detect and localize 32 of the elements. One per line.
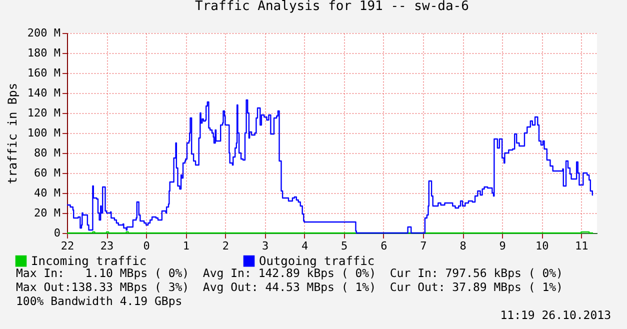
x-tick-label: 7 — [420, 240, 427, 252]
y-tick-label: 40 M — [34, 186, 61, 200]
y-tick-label: 100 M — [27, 126, 61, 140]
y-tick-label: 60 M — [34, 166, 61, 180]
x-tick-label: 5 — [341, 240, 348, 252]
x-tick-label: 4 — [302, 240, 308, 252]
text: 100% Bandwidth 4.19 GBps — [16, 294, 182, 308]
text: 11:19 26.10.2013 — [500, 308, 611, 322]
legend-label: Outgoing traffic — [259, 254, 375, 268]
x-tick-label: 9 — [499, 240, 506, 252]
x-tick-label: 23 — [100, 240, 114, 252]
x-tick-label: 11 — [575, 240, 588, 252]
x-tick-label: 3 — [262, 240, 269, 252]
x-tick-label: 8 — [460, 240, 466, 252]
x-tick-label: 6 — [380, 240, 388, 252]
chart-title: Traffic Analysis for 191 -- sw-da-6 — [195, 0, 469, 14]
x-tick-label: 2 — [222, 240, 230, 252]
y-tick-label: 20 M — [34, 206, 61, 220]
y-tick-label: 80 M — [34, 146, 61, 160]
y-axis-title: traffic in Bps — [5, 82, 20, 184]
x-tick-label: 0 — [143, 240, 150, 252]
x-tick-label: 1 — [182, 240, 190, 252]
text: Max Out:138.33 MBps ( 3%) Avg Out: 44.53 MBps ( 1%) Cur Out: 37.89 MBps ( 1%) — [16, 280, 563, 294]
y-tick-label: 120 M — [27, 106, 61, 120]
x-tick-label: 10 — [536, 240, 549, 252]
legend-label: Incoming traffic — [31, 254, 147, 268]
y-tick-label: 180 M — [27, 46, 61, 60]
y-tick-label: 140 M — [27, 86, 61, 100]
y-tick-label: 200 M — [27, 26, 61, 40]
y-tick-label: 0 — [54, 226, 60, 240]
y-tick-label: 160 M — [27, 66, 61, 80]
x-tick-label: 22 — [60, 240, 74, 252]
